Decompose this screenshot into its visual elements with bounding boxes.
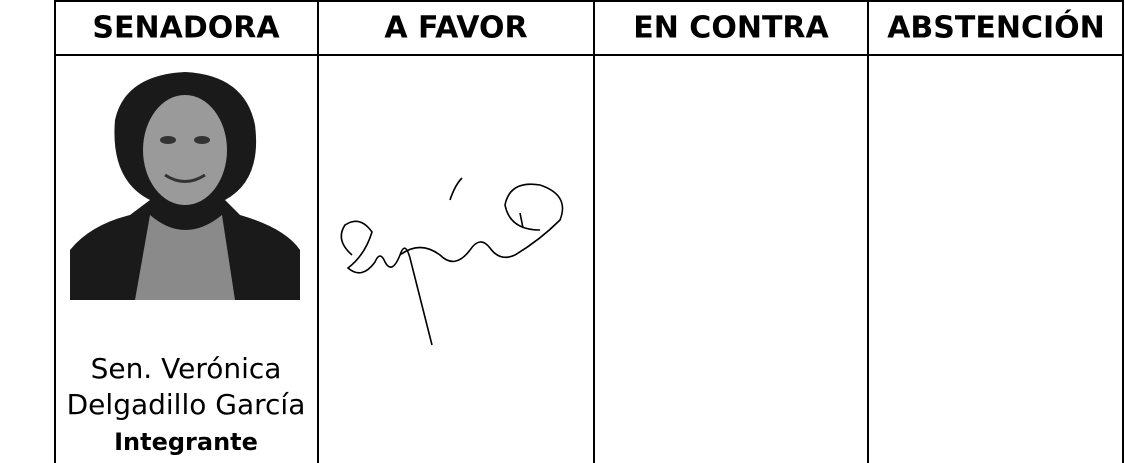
column-header: EN CONTRA: [633, 11, 829, 46]
column-header: A FAVOR: [384, 11, 527, 46]
column-header: SENADORA: [92, 11, 280, 46]
senator-role: Integrante: [114, 428, 258, 456]
senator-name: Sen. Verónica: [91, 352, 282, 385]
column-header: ABSTENCIÓN: [887, 9, 1105, 46]
senator-name: Delgadillo García: [67, 388, 306, 421]
senator-photo: [68, 72, 300, 300]
signature: [340, 177, 564, 346]
